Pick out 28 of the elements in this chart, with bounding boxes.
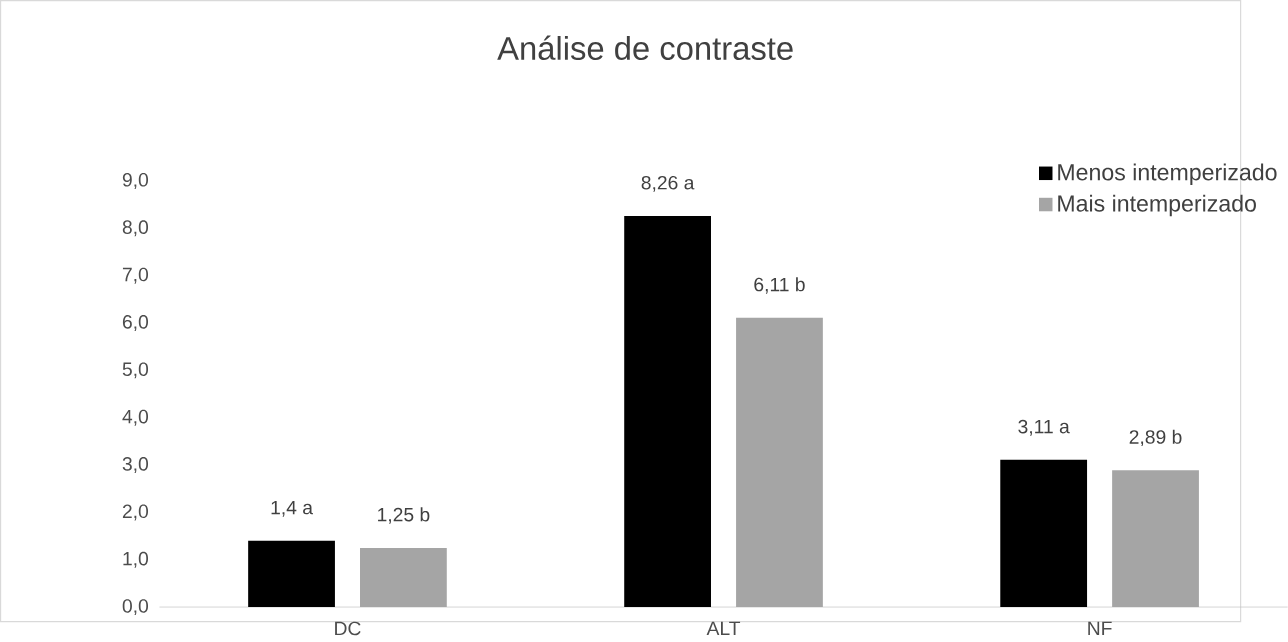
data-label: 2,89 b [1129, 429, 1182, 447]
chart-title: Análise de contraste [497, 35, 793, 61]
y-tick-label: 5,0 [122, 362, 149, 379]
data-label: 1,25 b [378, 507, 430, 524]
data-label: 3,11 a [1018, 419, 1070, 436]
y-tick-label: 4,0 [122, 409, 149, 426]
legend-label: Mais intemperizado [1058, 194, 1256, 217]
data-label: 6,11 b [754, 277, 805, 294]
bar [1000, 459, 1088, 608]
y-tick-label: 6,0 [122, 315, 149, 332]
bar [736, 317, 823, 608]
data-label: 8,26 a [641, 176, 695, 192]
bar [360, 548, 447, 608]
y-tick-label: 0,0 [122, 599, 149, 616]
x-tick-label: ALT [706, 621, 741, 636]
y-tick-label: 8,0 [122, 220, 149, 237]
bar [248, 540, 335, 608]
x-tick-label: DC [335, 621, 361, 636]
y-tick-label: 1,0 [123, 551, 149, 568]
data-label: 1,4 a [271, 501, 313, 517]
y-tick-label: 9,0 [122, 173, 149, 190]
legend-label: Menos intemperizado [1058, 163, 1277, 186]
bar [1112, 470, 1199, 608]
x-tick-label: NF [1088, 621, 1112, 636]
y-tick-label: 2,0 [122, 504, 149, 521]
y-tick-label: 7,0 [122, 267, 149, 284]
y-tick-label: 3,0 [122, 457, 149, 474]
bar [624, 216, 711, 608]
